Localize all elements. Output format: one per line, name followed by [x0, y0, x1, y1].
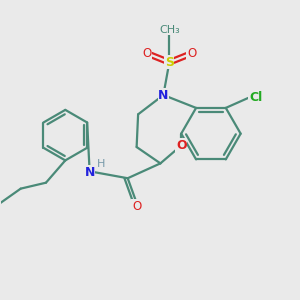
Text: O: O — [187, 47, 196, 60]
Text: O: O — [176, 139, 187, 152]
Text: N: N — [158, 88, 169, 101]
Text: O: O — [132, 200, 141, 213]
Text: Cl: Cl — [249, 92, 262, 104]
Text: O: O — [142, 47, 152, 60]
Text: H: H — [98, 159, 106, 169]
Text: S: S — [165, 56, 174, 69]
Text: CH₃: CH₃ — [159, 25, 180, 34]
Text: N: N — [85, 166, 95, 179]
